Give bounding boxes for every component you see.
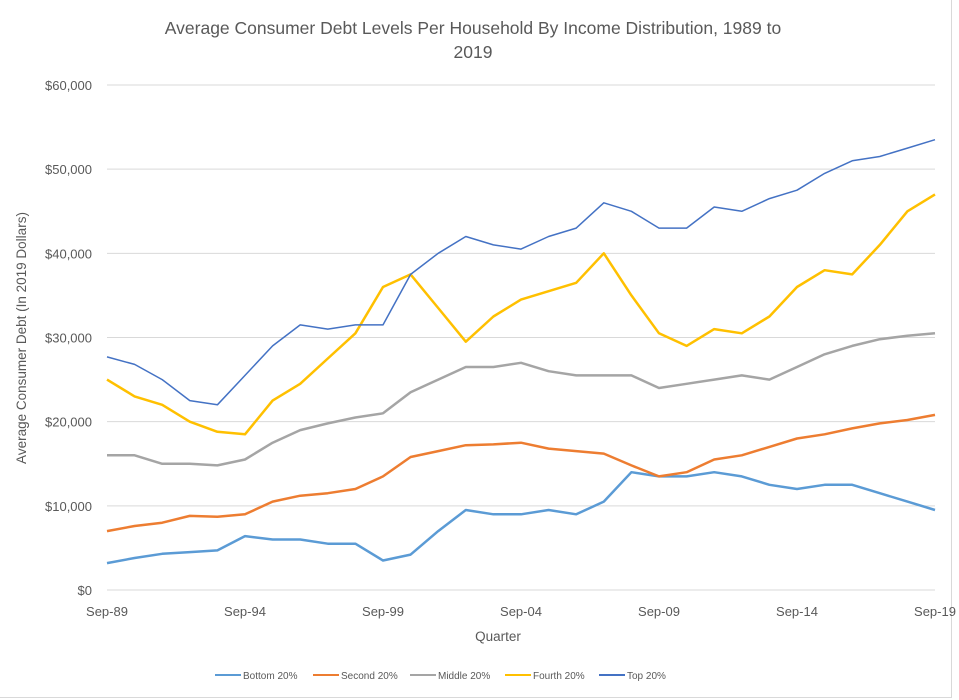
legend-label: Middle 20% [438,671,490,682]
x-tick-label: Sep-89 [86,604,128,619]
legend-label: Top 20% [627,671,666,682]
x-tick-label: Sep-14 [776,604,818,619]
chart-title-line-2: 2019 [454,42,493,62]
x-tick-label: Sep-94 [224,604,266,619]
x-tick-label: Sep-04 [500,604,542,619]
x-axis-label: Quarter [475,629,521,644]
y-tick-label: $50,000 [45,162,92,177]
legend-label: Second 20% [341,671,398,682]
legend: Bottom 20% Second 20% Middle 20% Fourth 20%… [215,671,666,682]
y-tick-label: $60,000 [45,78,92,93]
y-tick-label: $30,000 [45,331,92,346]
series-line-second-20 [106,413,936,533]
legend-label: Bottom 20% [243,671,298,682]
y-tick-label: $0 [78,583,92,598]
y-axis-label: Average Consumer Debt (In 2019 Dollars) [14,212,29,464]
series-line-top-20 [106,138,936,406]
x-tick-label: Sep-09 [638,604,680,619]
x-tick-label: Sep-99 [362,604,404,619]
x-tick-label: Sep-19 [914,604,956,619]
y-tick-label: $40,000 [45,246,92,261]
y-tick-label: $10,000 [45,499,92,514]
series-line-bottom-20 [106,470,936,565]
y-tick-label: $20,000 [45,415,92,430]
series-line-middle-20 [107,332,936,467]
legend-label: Fourth 20% [533,671,585,682]
series-line-fourth-20 [106,193,936,436]
chart-title-line-1: Average Consumer Debt Levels Per Househo… [165,18,781,38]
